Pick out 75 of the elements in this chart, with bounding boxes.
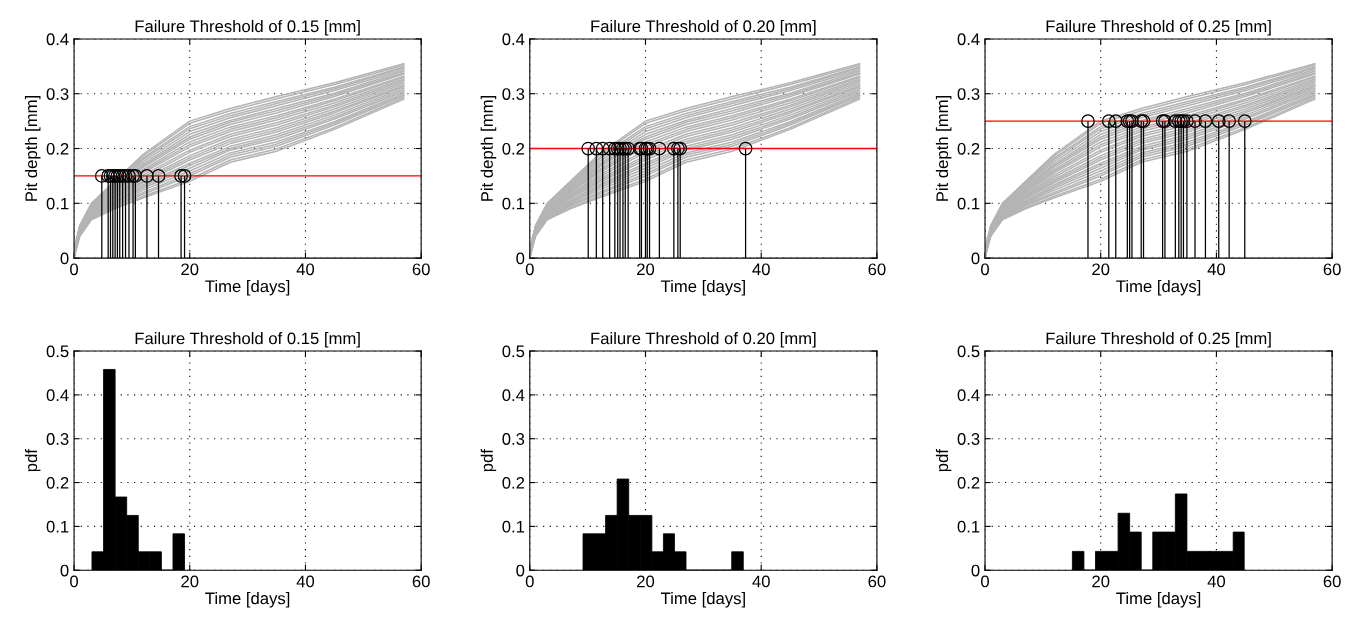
x-tick-label: 0 — [981, 575, 989, 588]
y-tick-label: 0.1 — [957, 197, 980, 210]
x-tick-label: 60 — [868, 575, 886, 588]
y-tick-label: 0.1 — [46, 520, 69, 533]
y-tick-label: 0.3 — [46, 433, 69, 445]
x-tick-label: 20 — [1092, 575, 1110, 588]
x-tick-label: 60 — [412, 263, 430, 276]
y-tick-label: 0.3 — [46, 88, 69, 100]
x-tick-label: 20 — [181, 575, 199, 588]
chart-title: Failure Threshold of 0.20 [mm] — [591, 19, 816, 36]
y-tick-label: 0.4 — [502, 389, 525, 402]
y-axis-title: pdf — [480, 449, 497, 472]
x-axis-title: Time [days] — [205, 279, 290, 296]
x-tick-label: 40 — [752, 575, 770, 588]
chart-title: Failure Threshold of 0.15 [mm] — [135, 19, 360, 36]
y-tick-label: 0.1 — [957, 520, 980, 533]
y-tick-label: 0.2 — [957, 476, 980, 489]
y-axis-title: Pit depth [mm] — [935, 95, 952, 201]
y-tick-label: 0 — [60, 252, 69, 265]
y-tick-label: 0.4 — [957, 33, 980, 46]
x-tick-label: 60 — [1323, 263, 1341, 276]
y-tick-label: 0.2 — [46, 476, 69, 489]
x-tick-label: 0 — [981, 263, 989, 276]
y-tick-label: 0.2 — [502, 476, 525, 489]
y-tick-label: 0.3 — [502, 88, 525, 100]
y-tick-label: 0.2 — [957, 142, 980, 155]
x-axis-title: Time [days] — [660, 592, 745, 608]
y-tick-label: 0 — [971, 252, 980, 265]
chart-title: Failure Threshold of 0.25 [mm] — [1046, 332, 1271, 348]
x-tick-label: 20 — [637, 575, 655, 588]
x-axis-title: Time [days] — [1116, 592, 1201, 608]
y-tick-label: 0.3 — [502, 433, 525, 445]
chart-title: Failure Threshold of 0.25 [mm] — [1046, 19, 1271, 36]
x-tick-label: 40 — [1207, 263, 1226, 276]
y-tick-label: 0.2 — [46, 142, 69, 155]
x-tick-label: 40 — [296, 575, 315, 588]
y-tick-label: 0.5 — [502, 345, 525, 358]
y-tick-label: 0.4 — [46, 33, 69, 46]
x-tick-label: 60 — [412, 575, 430, 588]
x-tick-label: 20 — [637, 263, 655, 276]
x-axis-title: Time [days] — [660, 279, 745, 296]
x-tick-label: 40 — [752, 263, 770, 276]
x-tick-label: 0 — [70, 263, 79, 276]
x-tick-label: 60 — [868, 263, 886, 276]
y-axis-title: Pit depth [mm] — [24, 95, 41, 201]
y-axis-title: pdf — [935, 449, 952, 472]
x-tick-label: 0 — [525, 263, 534, 276]
y-tick-label: 0 — [971, 564, 980, 577]
x-axis-title: Time [days] — [205, 592, 290, 608]
x-axis-title: Time [days] — [1116, 279, 1201, 296]
x-tick-label: 20 — [1092, 263, 1110, 276]
y-axis-title: pdf — [24, 449, 41, 472]
x-tick-label: 40 — [296, 263, 315, 276]
chart-title: Failure Threshold of 0.15 [mm] — [135, 332, 360, 348]
y-tick-label: 0.3 — [957, 433, 980, 445]
y-tick-label: 0.1 — [502, 197, 525, 210]
y-tick-label: 0.3 — [957, 88, 980, 100]
y-tick-label: 0.5 — [46, 345, 69, 358]
y-tick-label: 0.1 — [502, 520, 525, 533]
y-axis-title: Pit depth [mm] — [480, 95, 497, 201]
y-tick-label: 0.4 — [46, 389, 69, 402]
y-tick-label: 0.4 — [957, 389, 980, 402]
x-tick-label: 0 — [70, 575, 79, 588]
x-tick-label: 20 — [181, 263, 199, 276]
y-tick-label: 0 — [60, 564, 69, 577]
chart-title: Failure Threshold of 0.20 [mm] — [591, 332, 816, 348]
y-tick-label: 0.2 — [502, 142, 525, 155]
y-tick-label: 0 — [516, 252, 525, 265]
y-tick-label: 0.1 — [46, 197, 69, 210]
x-tick-label: 40 — [1207, 575, 1226, 588]
y-tick-label: 0.4 — [502, 33, 525, 46]
x-tick-label: 0 — [525, 575, 534, 588]
y-tick-label: 0 — [516, 564, 525, 577]
x-tick-label: 60 — [1323, 575, 1341, 588]
y-tick-label: 0.5 — [957, 345, 980, 358]
